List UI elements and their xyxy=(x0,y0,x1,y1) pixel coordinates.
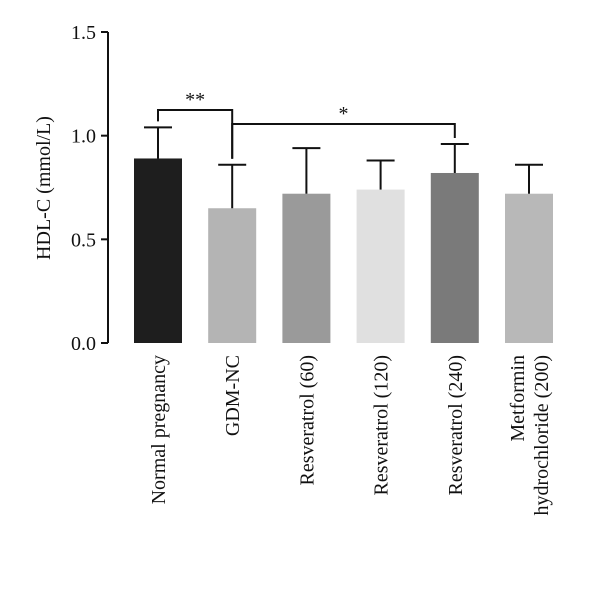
bar-2 xyxy=(208,208,257,343)
x-labels-group: Normal pregnancy GDM-NC Resveratrol (60) Re… xyxy=(148,355,553,516)
y-tick-label: 0.5 xyxy=(71,229,96,251)
bar-5 xyxy=(430,172,479,343)
x-tick-label-line: Resveratrol (60) xyxy=(296,355,318,486)
x-tick-label: Resveratrol (60) xyxy=(296,355,318,486)
bar-4 xyxy=(356,189,405,343)
x-tick-label: Metformin hydrochloride (200) xyxy=(507,355,553,516)
significance-bracket xyxy=(231,123,456,159)
significance-label: * xyxy=(339,103,349,125)
significance-group: *** xyxy=(157,89,456,159)
bar-6 xyxy=(505,193,553,343)
bars-group xyxy=(134,158,553,343)
y-tick-label: 1.0 xyxy=(71,126,96,148)
bar-3 xyxy=(282,193,331,343)
y-tick-label: 0.0 xyxy=(71,333,96,355)
x-tick-label-line: Normal pregnancy xyxy=(148,355,170,504)
x-tick-label: Normal pregnancy xyxy=(148,355,170,504)
y-axis-title: HDL-C (mmol/L) xyxy=(33,116,55,260)
significance-bracket xyxy=(157,109,234,159)
y-tick-label: 1.5 xyxy=(71,22,96,44)
x-tick-label: GDM-NC xyxy=(222,355,244,436)
x-tick-label-line: Resveratrol (240) xyxy=(445,355,467,496)
y-axis: 0.0 0.5 1.0 1.5 xyxy=(71,22,109,355)
x-tick-label-line: Resveratrol (120) xyxy=(371,355,393,496)
significance-label: ** xyxy=(185,89,205,111)
bar-1 xyxy=(134,158,182,343)
x-tick-label: Resveratrol (240) xyxy=(445,355,467,496)
error-bars-group xyxy=(144,126,543,209)
x-tick-label-line: Metformin xyxy=(507,355,529,442)
x-tick-label-line: GDM-NC xyxy=(222,355,244,436)
x-tick-label: Resveratrol (120) xyxy=(371,355,393,496)
x-tick-label-line: hydrochloride (200) xyxy=(531,355,553,516)
